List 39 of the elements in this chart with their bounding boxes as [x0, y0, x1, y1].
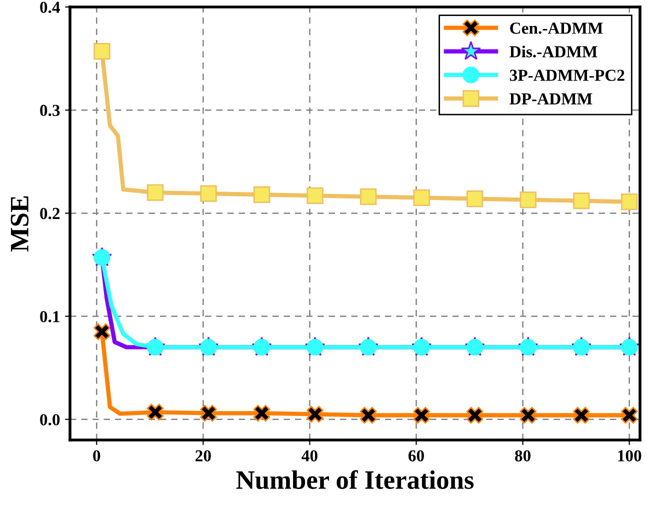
point — [573, 406, 590, 424]
x-axis-title: Number of Iterations — [236, 470, 474, 490]
point — [520, 406, 536, 424]
point — [253, 404, 270, 422]
point — [573, 192, 590, 210]
point — [200, 185, 217, 202]
point — [413, 189, 430, 206]
y-axis-title: MSE — [10, 196, 29, 252]
point — [146, 184, 164, 201]
x-tick-label: 20 — [196, 450, 211, 462]
legend-label: DP-ADMM — [510, 93, 592, 104]
point — [466, 406, 484, 424]
point — [621, 194, 638, 210]
y-tick-label: 0.3 — [40, 104, 60, 116]
legend-label: Dis.-ADMM — [510, 46, 598, 58]
y-tick-label: 0.2 — [40, 208, 60, 220]
point — [621, 406, 638, 424]
point — [413, 406, 430, 424]
point — [306, 406, 324, 423]
point — [94, 323, 110, 340]
point — [253, 186, 270, 203]
x-tick-label: 40 — [302, 450, 318, 462]
point — [360, 406, 377, 424]
point — [360, 188, 377, 206]
x-tick-label: 80 — [515, 450, 530, 462]
y-tick-label: 0.0 — [40, 414, 60, 426]
point — [466, 190, 484, 208]
x-tick-label: 0 — [93, 450, 100, 462]
y-tick-label: 0.4 — [40, 2, 60, 14]
point — [520, 191, 536, 208]
legend-label: Cen.-ADMM — [510, 22, 603, 34]
point — [94, 42, 110, 60]
point — [146, 404, 164, 420]
x-tick-label: 60 — [408, 450, 424, 462]
point — [306, 187, 324, 204]
x-tick-label: 100 — [618, 450, 642, 462]
y-tick-label: 0.1 — [40, 310, 60, 322]
legend-label: 3P-ADMM-PC2 — [510, 70, 624, 81]
point — [200, 404, 217, 422]
